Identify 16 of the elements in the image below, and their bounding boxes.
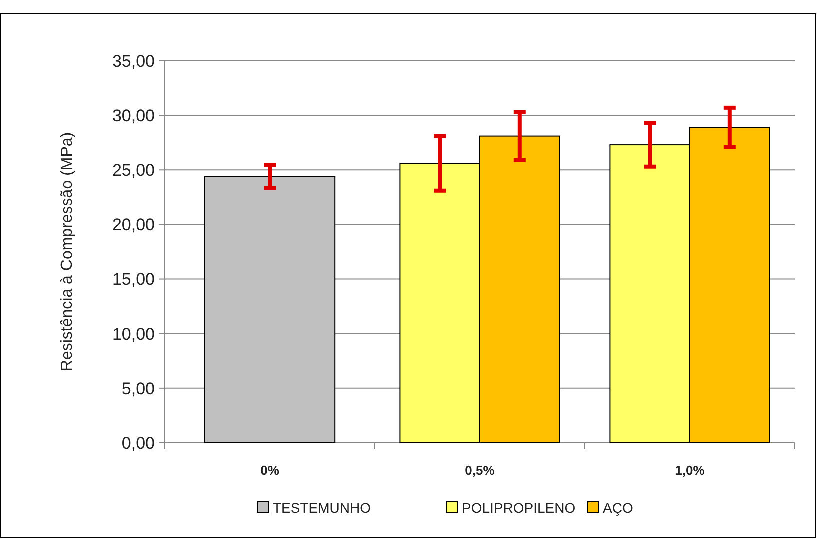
y-tick-label: 15,00	[112, 270, 155, 290]
y-tick-label: 5,00	[122, 379, 155, 398]
x-tick-label: 0,5%	[465, 463, 496, 478]
y-tick-label: 0,00	[122, 434, 155, 453]
legend-label: TESTEMUNHO	[273, 500, 372, 516]
y-tick-label: 35,00	[112, 52, 155, 71]
x-tick-label: 0%	[260, 463, 280, 478]
y-tick-label: 30,00	[112, 106, 155, 126]
legend-label: POLIPROPILENO	[462, 500, 576, 516]
x-tick-label: 1,0%	[675, 463, 706, 478]
y-axis-title: Resistência à Compressão (MPa)	[59, 132, 76, 372]
y-tick-label: 10,00	[112, 324, 155, 344]
y-tick-label: 25,00	[112, 161, 155, 180]
bar	[204, 176, 336, 444]
legend-label: AÇO	[603, 500, 634, 516]
y-tick-label: 20,00	[112, 216, 155, 235]
